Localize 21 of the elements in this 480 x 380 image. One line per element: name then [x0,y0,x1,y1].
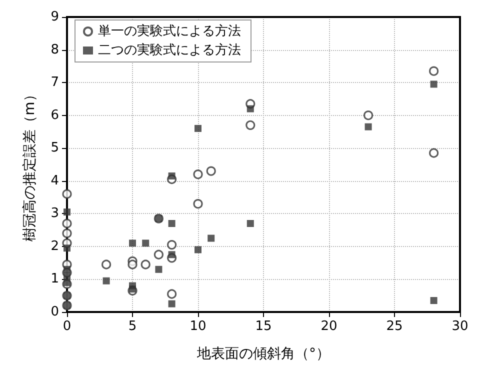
x-axis-title: 地表面の傾斜角（°） [196,346,330,362]
x-tick-label: 5 [128,319,137,334]
y-tick-label: 0 [50,304,59,320]
y-tick-label: 5 [50,140,59,156]
y-tick-label: 7 [50,75,59,90]
y-axis-title: 樹冠高の推定誤差（m） [22,88,38,242]
y-tick-label: 9 [50,10,59,24]
x-tick-label: 30 [452,319,468,334]
legend-label: 単一の実験式による方法 [98,23,241,39]
legend-label: 二つの実験式による方法 [98,42,241,58]
x-tick-label: 15 [255,319,272,334]
y-tick-label: 2 [50,238,59,254]
y-tick-label: 4 [50,173,59,188]
y-tick-label: 6 [50,108,59,123]
y-tick-label: 1 [50,272,59,287]
y-tick-label: 3 [50,206,59,222]
x-tick-label: 20 [320,319,338,334]
x-tick-label: 25 [386,319,403,334]
y-tick-label: 8 [50,42,59,58]
x-tick-label: 10 [190,319,206,334]
x-tick-label: 0 [62,319,72,334]
